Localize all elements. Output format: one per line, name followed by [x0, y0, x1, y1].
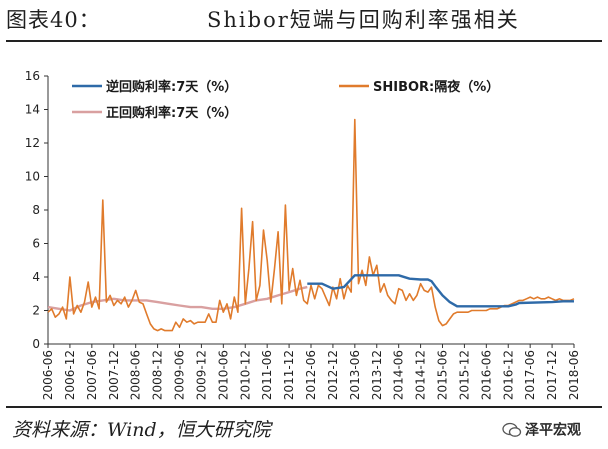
x-tick-label: 2011-06	[260, 350, 274, 400]
x-tick-label: 2007-06	[85, 350, 99, 400]
series-line-shibor	[47, 118, 575, 332]
x-tick-label: 2006-12	[63, 350, 77, 400]
x-tick-label: 2012-12	[326, 350, 340, 400]
y-tick-label: 16	[25, 69, 40, 83]
y-tick-label: 6	[32, 237, 40, 251]
x-tick-label: 2010-06	[216, 350, 230, 400]
x-tick-label: 2013-12	[370, 350, 384, 400]
x-tick-label: 2016-12	[501, 350, 515, 400]
x-tick-label: 2011-12	[282, 350, 296, 400]
watermark-text: 泽平宏观	[525, 422, 581, 439]
y-tick-label: 2	[32, 304, 40, 318]
y-tick-label: 0	[32, 337, 40, 351]
legend-label-reverse-repo: 逆回购利率:7天（%）	[106, 79, 237, 95]
y-tick-label: 8	[32, 203, 40, 217]
x-tick-label: 2018-06	[567, 350, 581, 400]
x-tick-label: 2008-06	[129, 350, 143, 400]
wechat-icon	[502, 422, 522, 437]
y-tick-label: 14	[25, 103, 40, 117]
source-note: 资料来源：Wind，恒大研究院	[12, 419, 271, 441]
line-chart: 0 2 4 6 8 10 12 14 16 2006-06 2006-12 2007-06 2007-1…	[25, 69, 581, 400]
title-rule	[6, 40, 602, 42]
x-tick-label: 2008-12	[151, 350, 165, 400]
x-tick-label: 2009-12	[194, 350, 208, 400]
x-tick-label: 2014-12	[414, 350, 428, 400]
figure-title: Shibor短端与回购利率强相关	[207, 8, 520, 32]
x-tick-label: 2014-06	[392, 350, 406, 400]
x-tick-label: 2015-06	[436, 350, 450, 400]
y-tick-label: 10	[25, 170, 40, 184]
legend-label-shibor: SHIBOR:隔夜（%）	[373, 79, 499, 95]
x-tick-label: 2009-06	[173, 350, 187, 400]
x-tick-label: 2012-06	[304, 350, 318, 400]
figure-number: 图表40：	[6, 8, 101, 32]
chart-legend: 逆回购利率:7天（%） SHIBOR:隔夜（%） 正回购利率:7天（%）	[72, 79, 499, 121]
series-layer	[47, 118, 575, 332]
legend-label-positive-repo: 正回购利率:7天（%）	[106, 105, 237, 121]
x-tick-label: 2016-06	[479, 350, 493, 400]
x-tick-label: 2017-12	[545, 350, 559, 400]
x-tick-label: 2010-12	[238, 350, 252, 400]
chart-axes: 0 2 4 6 8 10 12 14 16 2006-06 2006-12 2007-06 2007-1…	[25, 69, 581, 400]
x-tick-label: 2015-12	[457, 350, 471, 400]
x-tick-label: 2007-12	[107, 350, 121, 400]
figure-header: 图表40： Shibor短端与回购利率强相关	[0, 0, 608, 40]
y-tick-label: 12	[25, 136, 40, 150]
bottom-rule	[6, 406, 602, 408]
watermark: 泽平宏观	[502, 419, 581, 443]
x-tick-label: 2006-06	[41, 350, 55, 400]
series-line-reverse-repo	[307, 274, 574, 308]
x-tick-label: 2013-06	[348, 350, 362, 400]
x-tick-label: 2017-06	[523, 350, 537, 400]
y-tick-label: 4	[32, 270, 40, 284]
